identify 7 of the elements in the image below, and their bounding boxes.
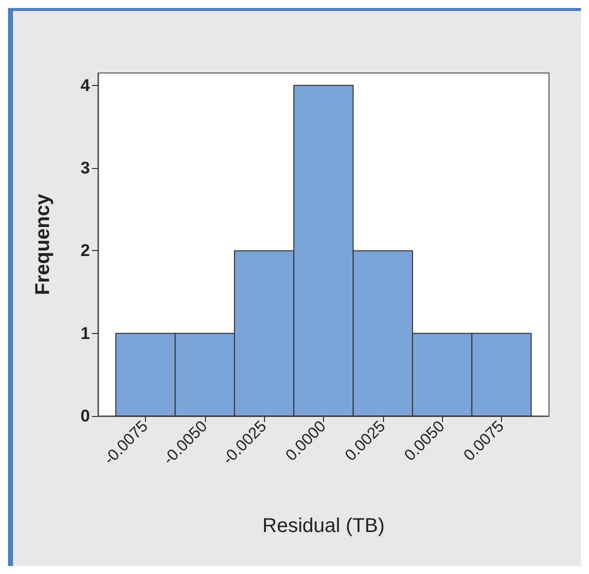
y-tick-label: 1 [80, 324, 90, 343]
y-tick-label: 2 [80, 241, 90, 260]
y-tick-label: 0 [80, 406, 90, 426]
y-tick-label: 3 [80, 158, 90, 178]
x-axis-title: Residual (TB) [262, 515, 385, 537]
y-axis-title: Frequency [32, 193, 54, 296]
y-tick-label: 4 [80, 76, 91, 95]
